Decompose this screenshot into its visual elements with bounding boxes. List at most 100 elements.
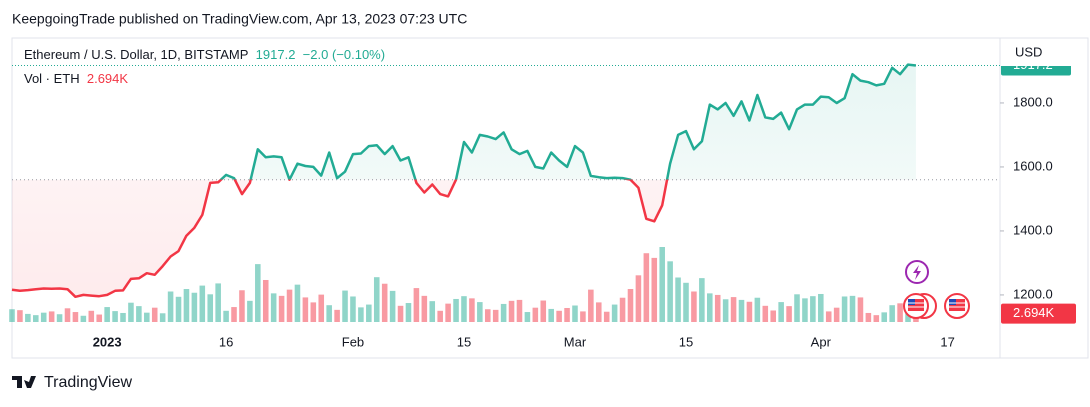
- volume-bar: [207, 294, 214, 322]
- volume-tag: [1001, 303, 1076, 324]
- volume-bar: [231, 307, 237, 322]
- volume-bar: [429, 301, 436, 322]
- flag-icons[interactable]: [903, 293, 970, 319]
- x-tick-label: 17: [940, 334, 954, 349]
- volume-bar: [532, 307, 539, 322]
- volume-bar: [818, 293, 824, 322]
- volume-bar: [381, 283, 388, 322]
- volume-bar: [707, 293, 713, 322]
- volume-bar: [247, 300, 253, 322]
- volume-bar: [580, 311, 586, 322]
- volume-bar: [80, 315, 87, 322]
- volume-last: 2.694K: [86, 71, 129, 86]
- publisher: KeepgoingTrade published on TradingView.…: [12, 11, 467, 27]
- volume-bar: [627, 289, 634, 322]
- price-change: −2.0 (−0.10%): [302, 47, 386, 62]
- y-tick-label: 1800.0: [1013, 94, 1053, 109]
- volume-bar: [255, 264, 261, 322]
- volume-bar: [350, 296, 356, 322]
- y-tick-label: 1600.0: [1013, 158, 1053, 173]
- volume-bar: [841, 296, 848, 322]
- x-tick-label: Feb: [342, 334, 364, 349]
- volume-bar: [667, 261, 673, 322]
- volume-bar: [389, 290, 396, 322]
- volume-bar: [603, 311, 610, 322]
- volume-bar: [144, 312, 150, 322]
- volume-bar: [437, 310, 443, 322]
- volume-bar: [302, 297, 309, 322]
- volume-bar: [310, 302, 317, 322]
- volume-bar: [492, 309, 499, 322]
- volume-bar: [397, 305, 404, 322]
- brand: TradingView: [44, 374, 132, 391]
- volume-bar: [56, 314, 63, 322]
- volume-bar: [294, 284, 301, 322]
- volume-bar: [611, 304, 618, 322]
- volume-bar: [373, 277, 380, 322]
- volume-bar: [64, 308, 71, 322]
- volume-bar: [215, 283, 221, 322]
- volume-bar: [104, 307, 110, 322]
- volume-bar: [159, 313, 166, 322]
- volume-bar: [865, 312, 872, 322]
- volume-bar: [746, 301, 753, 322]
- volume-bar: [802, 298, 808, 322]
- volume-bar: [72, 312, 79, 322]
- x-tick-label: Mar: [564, 334, 587, 349]
- volume-bar: [421, 295, 428, 322]
- currency-label: USD: [1015, 44, 1042, 59]
- volume-bar: [508, 300, 515, 322]
- volume-bar: [794, 294, 800, 322]
- volume-bar: [326, 305, 332, 322]
- volume-bar: [778, 302, 784, 322]
- volume-bar: [897, 303, 903, 322]
- volume-bar: [651, 257, 658, 322]
- event-icon-glyph: [913, 265, 921, 280]
- legend-row: Ethereum / U.S. Dollar, 1D, BITSTAMP 191…: [24, 47, 385, 62]
- volume-bar: [500, 303, 507, 322]
- volume-bar: [461, 296, 467, 322]
- volume-bar: [556, 310, 562, 322]
- volume-bar: [762, 305, 769, 322]
- volume-bar: [175, 296, 182, 322]
- volume-bar: [191, 292, 198, 322]
- volume-bar: [33, 315, 39, 322]
- volume-bar: [683, 282, 689, 322]
- volume-bar: [88, 310, 95, 322]
- volume-bar: [849, 295, 856, 322]
- volume-bar: [564, 307, 570, 322]
- volume-bar: [239, 290, 245, 322]
- volume-bar: [270, 293, 277, 322]
- volume-bar: [572, 305, 578, 322]
- volume-bar: [548, 308, 554, 322]
- volume-bar: [413, 288, 420, 322]
- volume-bar: [516, 299, 523, 322]
- volume-bar: [635, 275, 642, 322]
- volume-bar: [342, 290, 348, 322]
- volume-bar: [619, 297, 626, 322]
- baseline-area: [12, 64, 916, 297]
- brand-logo: [12, 376, 36, 388]
- volume-bar: [730, 297, 737, 322]
- volume-bar: [469, 298, 475, 322]
- volume-tag-label: 2.694K: [1013, 305, 1055, 320]
- volume-bar: [484, 309, 491, 322]
- volume-bar: [278, 295, 285, 322]
- volume-bar: [120, 312, 126, 322]
- volume-bar: [691, 291, 697, 322]
- volume-bar: [48, 311, 55, 322]
- volume-bar: [881, 312, 888, 322]
- volume-bar: [223, 310, 229, 322]
- x-tick-label: 15: [679, 334, 693, 349]
- y-tick-label: 1200.0: [1013, 286, 1053, 301]
- volume-bar: [25, 313, 31, 322]
- volume-bar: [540, 300, 547, 322]
- volume-bar: [136, 306, 142, 322]
- volume-bar: [286, 289, 293, 322]
- volume-bar: [128, 302, 134, 322]
- volume-bar: [588, 289, 594, 322]
- volume-bar: [167, 291, 174, 322]
- volume-bar: [722, 299, 729, 322]
- volume-bar: [770, 310, 776, 322]
